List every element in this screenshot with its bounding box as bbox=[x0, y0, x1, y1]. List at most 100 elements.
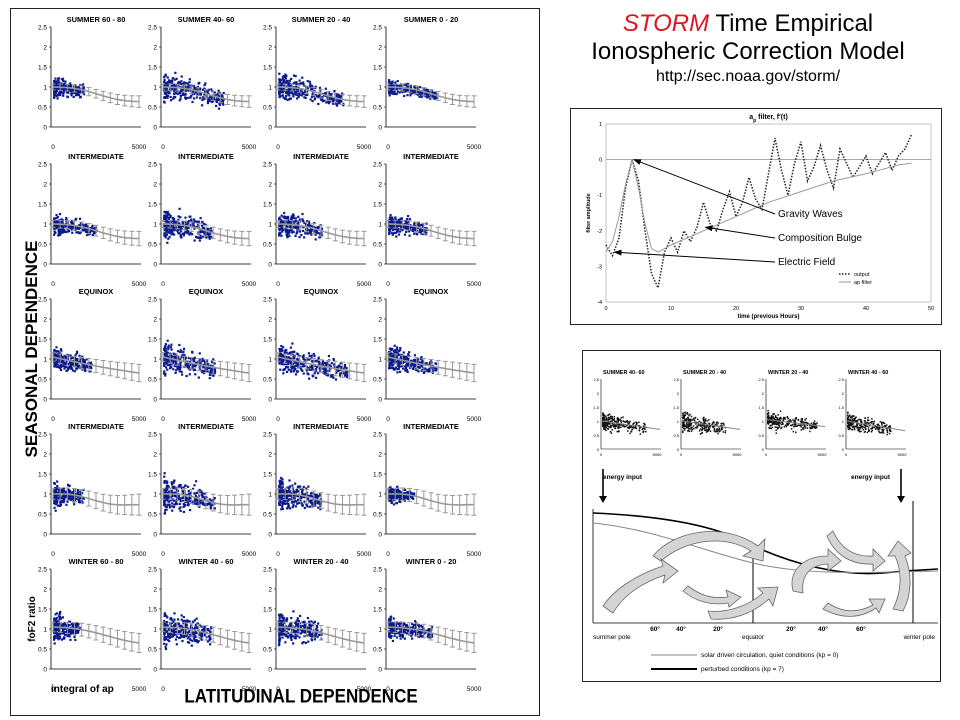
data-point bbox=[280, 214, 283, 217]
data-point bbox=[192, 222, 195, 225]
data-point bbox=[71, 221, 74, 224]
data-point bbox=[172, 92, 176, 95]
data-point bbox=[402, 351, 405, 354]
data-point bbox=[171, 77, 174, 80]
data-point bbox=[391, 84, 395, 88]
data-point bbox=[75, 217, 78, 220]
data-point bbox=[184, 221, 187, 224]
data-point bbox=[302, 220, 305, 223]
y-tick-label: 2.5 bbox=[38, 297, 47, 304]
data-point bbox=[280, 224, 283, 227]
data-point bbox=[170, 225, 173, 228]
data-point bbox=[175, 222, 178, 225]
data-point bbox=[184, 89, 187, 93]
data-point bbox=[204, 82, 207, 85]
data-point bbox=[292, 230, 295, 234]
data-point bbox=[53, 79, 56, 83]
data-point bbox=[53, 481, 56, 485]
data-point bbox=[56, 497, 60, 500]
data-point bbox=[286, 366, 290, 369]
data-point bbox=[172, 355, 175, 358]
data-point bbox=[186, 82, 189, 85]
data-point bbox=[291, 490, 295, 494]
data-point bbox=[184, 356, 187, 360]
x-tick-label: 0 bbox=[386, 144, 390, 151]
data-point bbox=[435, 96, 438, 99]
data-point bbox=[164, 73, 167, 76]
data-point bbox=[179, 227, 183, 230]
data-point bbox=[289, 221, 293, 224]
data-point bbox=[296, 90, 299, 93]
data-point bbox=[330, 97, 334, 100]
data-point bbox=[63, 82, 66, 85]
data-point bbox=[316, 365, 319, 368]
data-point bbox=[291, 484, 294, 487]
data-point bbox=[220, 98, 223, 101]
data-point bbox=[208, 377, 211, 380]
data-point bbox=[217, 99, 220, 102]
data-point bbox=[65, 356, 68, 359]
data-point bbox=[53, 494, 56, 497]
data-point bbox=[393, 354, 396, 357]
data-point bbox=[74, 94, 78, 97]
data-point bbox=[164, 348, 167, 351]
y-tick-label: 2 bbox=[43, 317, 47, 324]
data-point bbox=[181, 496, 184, 499]
data-point bbox=[285, 497, 289, 501]
data-point bbox=[314, 230, 317, 233]
data-point bbox=[388, 81, 391, 84]
data-point bbox=[435, 368, 438, 371]
data-point bbox=[427, 90, 430, 93]
data-point bbox=[296, 358, 299, 361]
data-point bbox=[173, 499, 176, 502]
data-point bbox=[404, 488, 407, 491]
data-point bbox=[166, 363, 169, 366]
data-point bbox=[180, 88, 183, 91]
y-tick-label: 1 bbox=[43, 492, 47, 499]
data-point bbox=[316, 500, 319, 503]
data-point bbox=[295, 491, 298, 494]
data-point bbox=[165, 481, 169, 485]
data-point bbox=[70, 367, 74, 370]
data-point bbox=[412, 367, 415, 370]
data-point bbox=[170, 233, 173, 236]
data-point bbox=[299, 366, 302, 370]
data-point bbox=[218, 103, 221, 106]
data-point bbox=[292, 93, 295, 96]
data-point bbox=[174, 501, 178, 504]
subplot-title: EQUINOX bbox=[79, 287, 114, 296]
data-point bbox=[317, 231, 320, 235]
data-point bbox=[211, 499, 214, 502]
x-tick-label: 0 bbox=[276, 551, 280, 558]
data-point bbox=[213, 370, 217, 373]
data-point bbox=[76, 88, 79, 92]
data-point bbox=[167, 216, 170, 219]
data-point bbox=[278, 481, 282, 485]
data-point bbox=[395, 230, 399, 233]
data-point bbox=[55, 500, 58, 503]
data-point bbox=[163, 361, 166, 364]
data-point bbox=[210, 236, 213, 239]
data-point bbox=[313, 500, 316, 503]
y-tick-label: 2 bbox=[153, 45, 157, 52]
data-point bbox=[211, 96, 214, 99]
data-point bbox=[205, 231, 209, 234]
data-point bbox=[188, 81, 191, 84]
data-point bbox=[175, 84, 178, 87]
data-point bbox=[320, 228, 323, 232]
data-point bbox=[422, 224, 425, 227]
data-point bbox=[310, 87, 313, 90]
data-point bbox=[290, 77, 293, 81]
data-point bbox=[187, 364, 190, 367]
data-point bbox=[172, 368, 175, 371]
data-point bbox=[397, 353, 400, 356]
data-point bbox=[177, 365, 180, 368]
data-point bbox=[166, 81, 169, 84]
data-point bbox=[204, 503, 207, 506]
data-point bbox=[294, 360, 297, 363]
data-point bbox=[164, 82, 167, 85]
data-point bbox=[296, 362, 299, 366]
data-point bbox=[215, 99, 218, 102]
